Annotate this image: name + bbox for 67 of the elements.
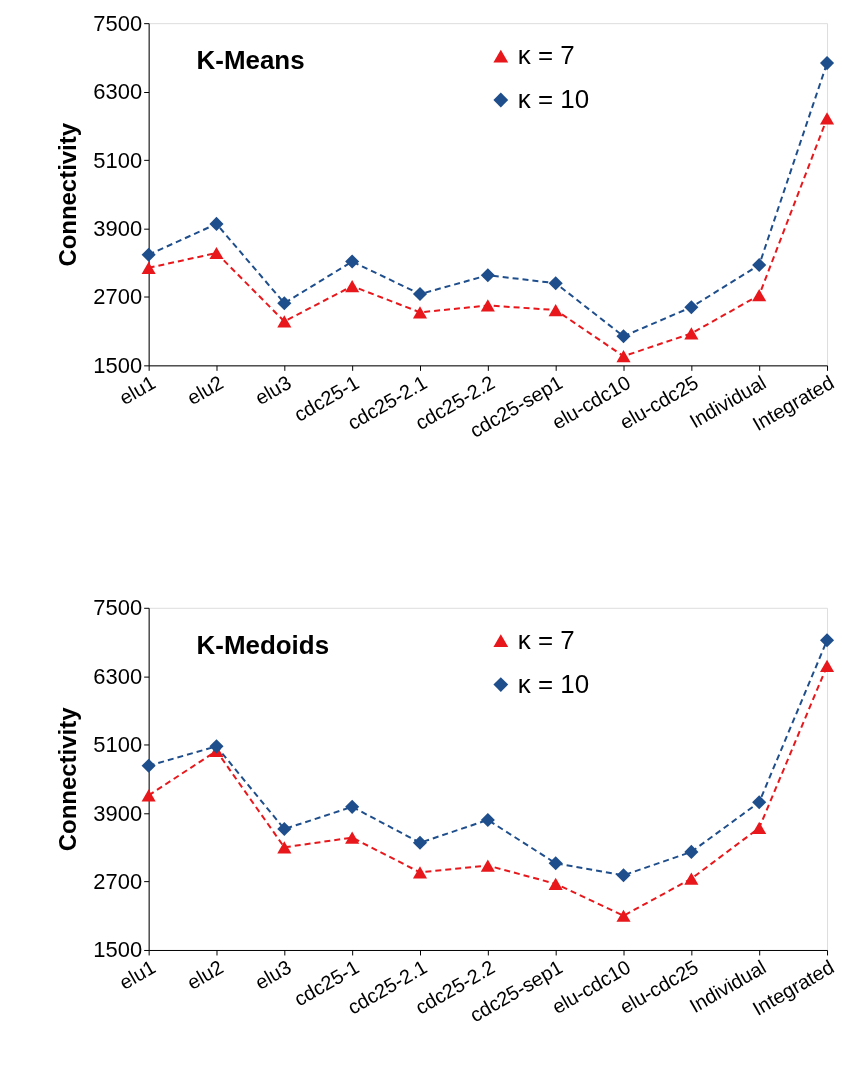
point (752, 795, 767, 810)
y-tick-label: 7500 (93, 595, 143, 621)
point (412, 287, 428, 302)
point (209, 216, 224, 231)
point (616, 329, 631, 344)
point (141, 261, 156, 274)
point (412, 835, 428, 850)
point (141, 247, 156, 262)
y-axis-title: Connectivity (54, 122, 82, 267)
x-tick-label: elu3 (251, 955, 295, 994)
point (345, 831, 360, 844)
x-tick-label: elu2 (183, 371, 227, 409)
x-tick-label: elu2 (183, 955, 227, 994)
point (684, 872, 699, 885)
point (277, 841, 292, 854)
point (548, 303, 563, 317)
y-tick-label: 6300 (93, 663, 143, 689)
legend-label: κ = 10 (517, 669, 590, 698)
point (141, 758, 156, 773)
point (412, 866, 428, 879)
y-tick-label: 3900 (93, 215, 143, 241)
point (616, 909, 631, 922)
point (684, 300, 699, 315)
y-tick-label: 5100 (93, 732, 143, 758)
y-tick-label: 5100 (93, 147, 143, 173)
legend-label: κ = 7 (517, 625, 575, 654)
point (480, 299, 495, 312)
point (752, 289, 767, 302)
text: K-Means (196, 46, 305, 75)
y-tick-label: 7500 (93, 10, 143, 36)
y-tick-label: 2700 (93, 869, 143, 895)
point (616, 868, 631, 883)
point (480, 859, 495, 872)
y-axis-title: Connectivity (54, 706, 82, 852)
point (480, 812, 495, 827)
point (209, 246, 224, 260)
point (480, 268, 495, 283)
point (548, 856, 563, 871)
point (345, 254, 360, 269)
y-tick-label: 2700 (93, 284, 143, 310)
legend-label: κ = 7 (517, 41, 575, 70)
point (819, 112, 835, 125)
x-tick-label: elu3 (251, 371, 295, 409)
point (277, 296, 292, 311)
point (819, 633, 835, 648)
point (277, 822, 292, 837)
point (209, 739, 224, 754)
legend-label: κ = 10 (517, 84, 590, 113)
point (141, 789, 156, 802)
y-tick-label: 6300 (93, 79, 143, 105)
point (616, 350, 631, 363)
point (684, 327, 699, 340)
point (345, 279, 360, 293)
point (752, 257, 767, 273)
point (548, 877, 563, 890)
point (819, 659, 835, 673)
point (412, 306, 428, 319)
point (277, 315, 292, 328)
point (345, 799, 360, 814)
y-tick-label: 1500 (93, 352, 143, 378)
y-tick-label: 1500 (93, 937, 143, 963)
point (548, 276, 563, 291)
point (819, 56, 835, 71)
point (752, 821, 767, 835)
point (684, 844, 699, 859)
text: K-Medoids (196, 630, 330, 659)
y-tick-label: 3900 (93, 800, 143, 826)
